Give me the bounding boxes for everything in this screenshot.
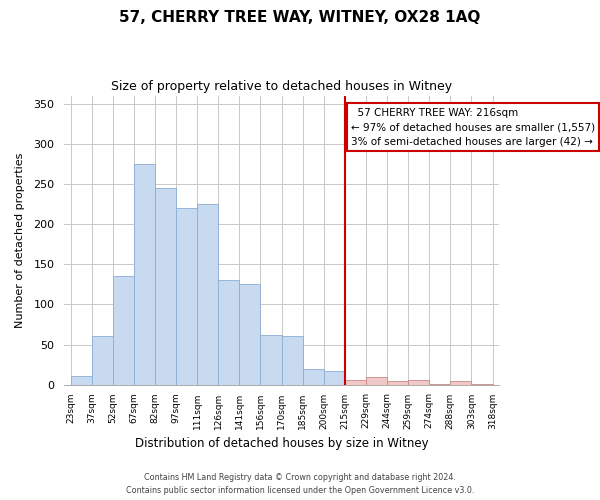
Bar [176,208,197,384]
Y-axis label: Number of detached properties: Number of detached properties [15,152,25,328]
Bar [387,382,408,384]
Bar [71,376,92,384]
X-axis label: Distribution of detached houses by size in Witney: Distribution of detached houses by size … [135,437,428,450]
Bar [260,335,281,384]
Text: 57 CHERRY TREE WAY: 216sqm
← 97% of detached houses are smaller (1,557)
3% of se: 57 CHERRY TREE WAY: 216sqm ← 97% of deta… [351,108,595,147]
Bar [281,336,302,384]
Bar [113,276,134,384]
Text: Contains HM Land Registry data © Crown copyright and database right 2024.
Contai: Contains HM Land Registry data © Crown c… [126,474,474,495]
Bar [451,382,472,384]
Bar [345,380,366,384]
Bar [239,284,260,384]
Title: Size of property relative to detached houses in Witney: Size of property relative to detached ho… [111,80,452,93]
Bar [408,380,429,384]
Bar [302,370,324,384]
Bar [366,376,387,384]
Text: 57, CHERRY TREE WAY, WITNEY, OX28 1AQ: 57, CHERRY TREE WAY, WITNEY, OX28 1AQ [119,10,481,25]
Bar [92,336,113,384]
Bar [218,280,239,384]
Bar [197,204,218,384]
Bar [155,188,176,384]
Bar [324,371,345,384]
Bar [134,164,155,384]
